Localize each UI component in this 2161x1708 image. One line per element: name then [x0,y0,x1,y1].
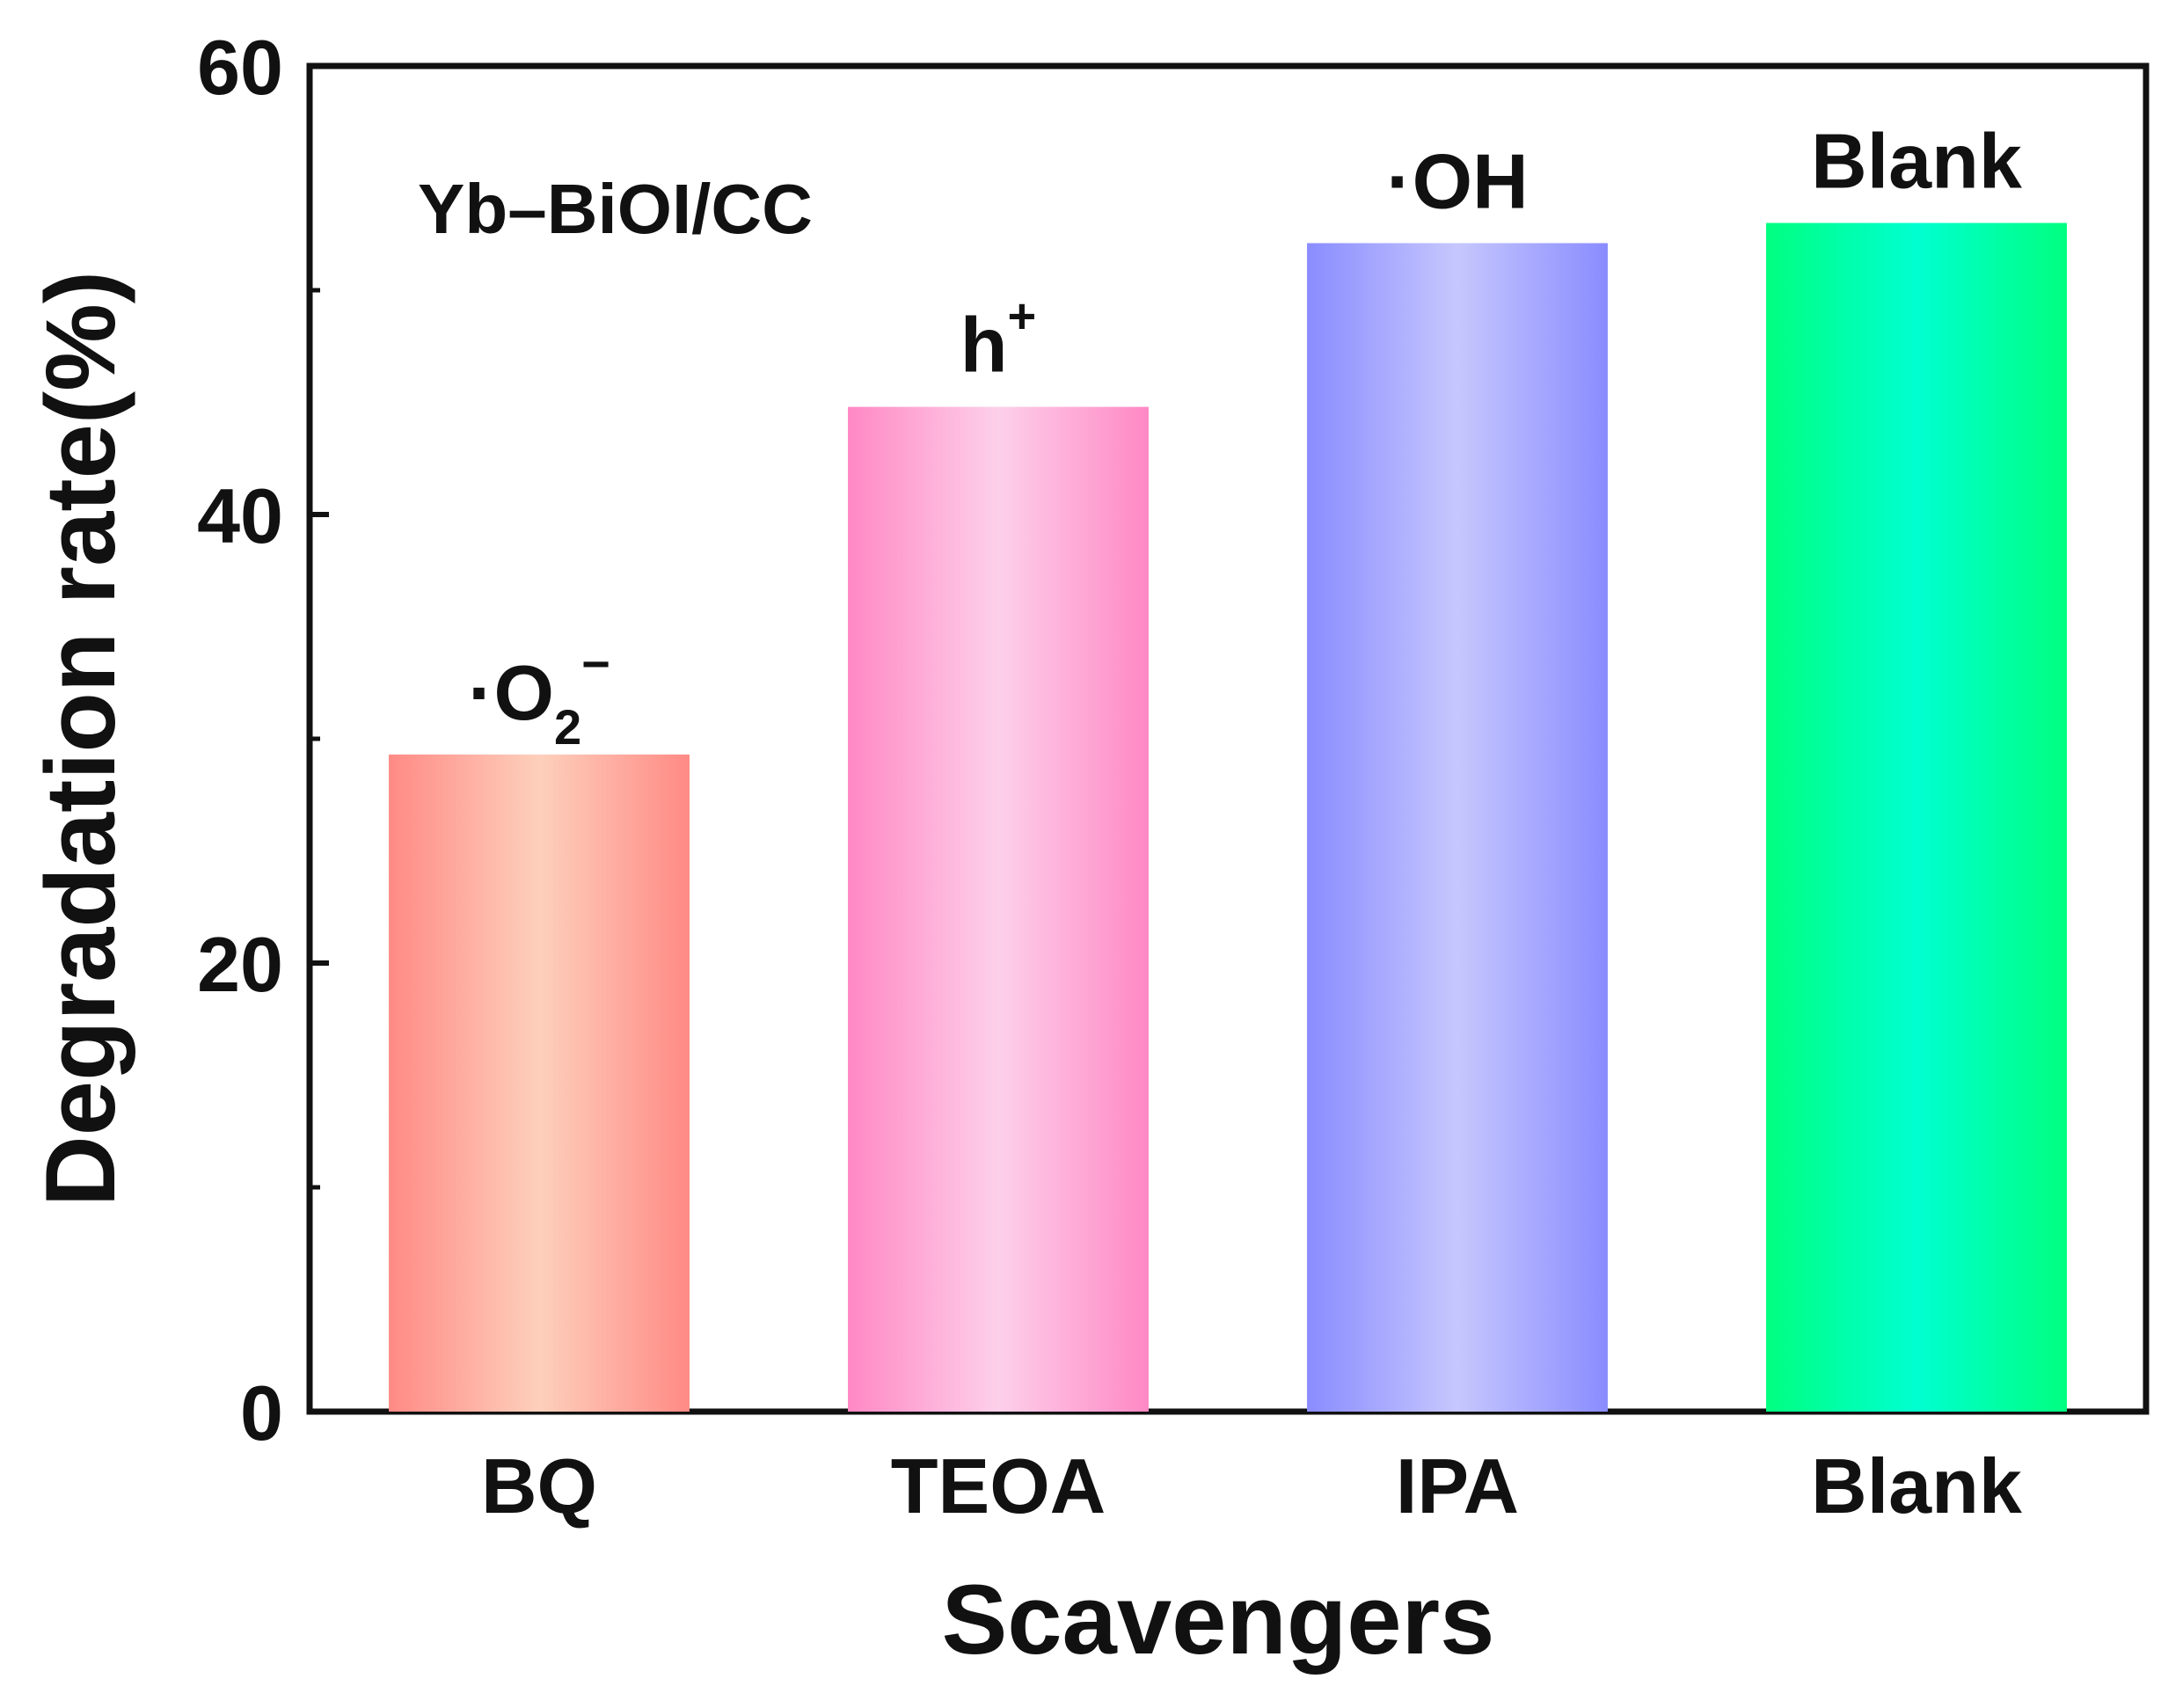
y-tick-label-0: 0 [240,1369,283,1456]
x-categories-group: BQ TEOA IPA Blank [481,1442,2023,1529]
chart-annotation: Yb–BiOI/CC [418,170,813,248]
x-axis-title: Scavengers [942,1565,1495,1675]
y-axis-title: Degradation rate(%) [26,271,135,1207]
bar-bq [389,754,690,1412]
y-tick-label-60: 60 [197,24,283,111]
bar-label-teoa: h+ [960,288,1036,389]
x-tick-label-blank: Blank [1811,1442,2023,1529]
bar-label-bq: ·O2− [468,636,610,755]
x-tick-label-teoa: TEOA [891,1442,1106,1529]
x-tick-label-bq: BQ [481,1442,597,1529]
bars-group [389,223,2067,1412]
bar-label-blank: Blank [1811,118,2023,205]
bar-blank [1766,223,2067,1412]
y-tick-label-20: 20 [197,921,283,1008]
x-tick-label-ipa: IPA [1396,1442,1519,1529]
bar-labels-group: ·O2− h+ ·OH Blank [468,118,2023,755]
bar-label-ipa: ·OH [1386,137,1528,224]
y-tick-label-40: 40 [197,472,283,559]
y-ticks-group: 0 20 40 60 [197,24,329,1456]
bar-teoa [848,406,1149,1412]
bar-ipa [1307,243,1608,1412]
